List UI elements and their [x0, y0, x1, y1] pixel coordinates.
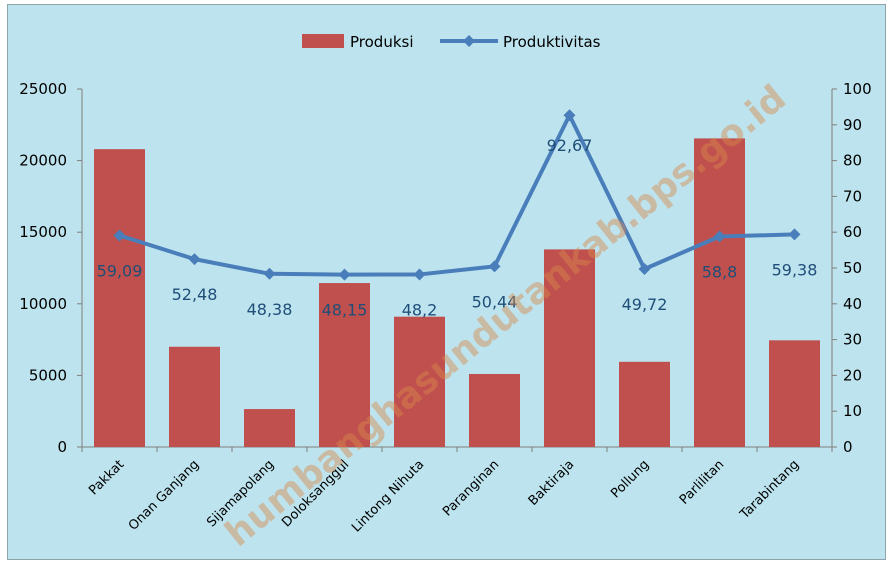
legend-label-produksi: Produksi: [350, 33, 414, 51]
y-right-tick-label: 80: [843, 152, 862, 170]
y-left-tick-label: 10000: [19, 295, 67, 313]
category-label: Pakkat: [86, 457, 127, 498]
y-left-tick-label: 25000: [19, 80, 67, 98]
y-right-tick-label: 40: [843, 295, 862, 313]
point-produktivitas: [488, 260, 501, 273]
bar-produksi: [94, 149, 145, 448]
line-produktivitas: [113, 109, 801, 281]
y-right-tick-label: 60: [843, 223, 862, 241]
point-produktivitas: [788, 228, 801, 241]
data-label-produktivitas: 92,67: [547, 136, 593, 155]
data-label-produktivitas: 49,72: [622, 295, 668, 314]
line-path-produktivitas: [118, 113, 795, 277]
data-label-produktivitas: 48,15: [322, 301, 368, 320]
category-label: Onan Ganjang: [126, 457, 202, 533]
legend-swatch-produksi: [302, 34, 344, 48]
y-right-tick-label: 100: [843, 80, 872, 98]
y-left-tick-label: 5000: [29, 366, 67, 384]
category-label: Tarabintang: [737, 457, 803, 523]
data-label-produktivitas: 48,38: [247, 300, 293, 319]
y-left-tick-label: 15000: [19, 223, 67, 241]
data-label-produktivitas: 48,2: [402, 300, 438, 319]
bar-produksi: [169, 346, 220, 447]
point-produktivitas: [413, 268, 426, 281]
bar-produksi: [769, 340, 820, 447]
data-label-produktivitas: 59,09: [97, 261, 143, 280]
data-label-produktivitas: 52,48: [172, 285, 218, 304]
point-produktivitas: [113, 229, 126, 242]
category-label: Pollung: [608, 457, 652, 501]
y-left-tick-label: 20000: [19, 152, 67, 170]
bar-produksi: [619, 361, 670, 447]
category-label: Baktiraja: [526, 457, 578, 509]
data-label-produktivitas: 50,44: [472, 292, 518, 311]
legend: Produksi Produktivitas: [302, 33, 601, 51]
bar-produksi: [469, 373, 520, 447]
y-right-tick-label: 90: [843, 116, 862, 134]
data-label-produktivitas: 59,38: [772, 260, 818, 279]
point-produktivitas: [188, 253, 201, 266]
bar-produksi: [694, 138, 745, 448]
point-produktivitas: [713, 230, 726, 243]
bar-produksi: [394, 316, 445, 447]
y-right-tick-label: 0: [843, 438, 853, 456]
point-produktivitas: [563, 109, 576, 122]
category-label: Paranginan: [440, 457, 502, 519]
bar-produksi: [244, 409, 295, 447]
category-label: Lintong Nihuta: [349, 457, 427, 535]
data-labels: 59,09 52,48 48,38 48,15 48,2 50,44 92,67 49,72 5…: [97, 136, 818, 319]
category-label: Parlilitan: [677, 457, 727, 507]
y-right-tick-label: 70: [843, 187, 862, 205]
data-label-produktivitas: 58,8: [702, 262, 738, 281]
axes: 0 5000 10000 15000 20000 25000 0 10 20 30 40 50 60 70…: [19, 80, 871, 456]
point-produktivitas: [638, 263, 651, 276]
bars-produksi: [94, 138, 820, 448]
y-right-tick-label: 50: [843, 259, 862, 277]
y-right-tick-label: 30: [843, 331, 862, 349]
y-right-tick-label: 20: [843, 366, 862, 384]
point-produktivitas: [338, 268, 351, 281]
bar-produksi: [544, 249, 595, 447]
point-produktivitas: [263, 267, 276, 280]
bar-produksi: [319, 283, 370, 447]
y-left-tick-label: 0: [57, 438, 67, 456]
legend-marker-produktivitas: [463, 35, 475, 47]
legend-label-produktivitas: Produktivitas: [503, 33, 601, 51]
y-right-tick-label: 10: [843, 402, 862, 420]
